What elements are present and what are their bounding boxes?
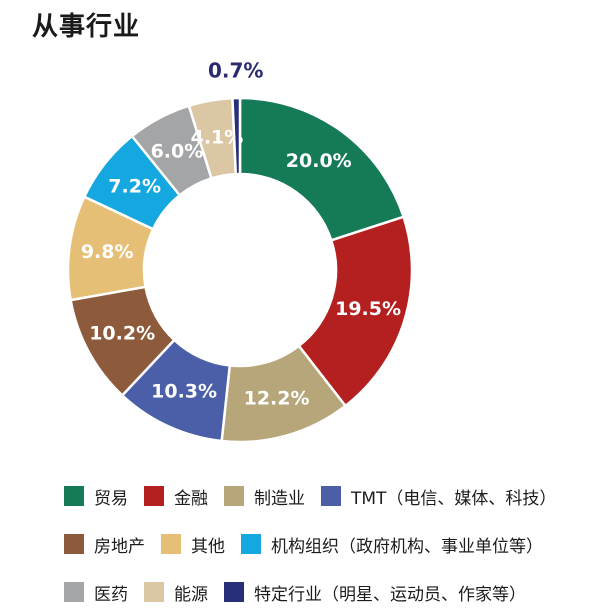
- chart-title: 从事行业: [32, 12, 141, 42]
- legend-item: 机构组织（政府机构、事业单位等）: [241, 532, 543, 557]
- slice-label-7: 6.0%: [151, 140, 204, 162]
- slice-label-8: 4.1%: [191, 126, 244, 148]
- legend-item: 能源: [144, 580, 208, 605]
- legend-label: 金融: [174, 488, 208, 509]
- legend: 贸易 金融 制造业 TMT（电信、媒体、科技） 房地产 其他 机构组织（政府机构、事业单位等…: [64, 472, 584, 616]
- legend-swatch: [144, 582, 164, 602]
- legend-item: 特定行业（明星、运动员、作家等）: [224, 580, 526, 605]
- legend-row: 房地产 其他 机构组织（政府机构、事业单位等）: [64, 520, 584, 568]
- legend-row: 贸易 金融 制造业 TMT（电信、媒体、科技）: [64, 472, 584, 520]
- legend-label: 医药: [94, 584, 128, 605]
- legend-label: 机构组织（政府机构、事业单位等）: [271, 536, 543, 557]
- legend-label: 房地产: [94, 536, 145, 557]
- slice-label-9: 0.7%: [208, 59, 263, 83]
- slice-1: [297, 215, 414, 408]
- donut-chart: 20.0% 19.5% 12.2% 10.3% 10.2% 9.8% 7.2% 6.0%4.1…: [66, 59, 414, 444]
- slice-label-2: 12.2%: [244, 387, 310, 409]
- legend-swatch: [321, 486, 341, 506]
- legend-swatch: [64, 534, 84, 554]
- legend-item: 其他: [161, 532, 225, 557]
- legend-swatch: [224, 486, 244, 506]
- slice-label-1: 19.5%: [335, 298, 401, 320]
- legend-swatch: [144, 486, 164, 506]
- slice-label-0: 20.0%: [286, 150, 352, 172]
- legend-label: 特定行业（明星、运动员、作家等）: [254, 584, 526, 605]
- slice-label-6: 7.2%: [108, 176, 161, 198]
- legend-label: 其他: [191, 536, 225, 557]
- legend-item: 医药: [64, 580, 128, 605]
- legend-swatch: [241, 534, 261, 554]
- legend-item: 房地产: [64, 532, 145, 557]
- legend-item: TMT（电信、媒体、科技）: [321, 484, 556, 509]
- legend-row: 医药 能源 特定行业（明星、运动员、作家等）: [64, 568, 584, 616]
- legend-swatch: [64, 486, 84, 506]
- slice-label-4: 10.2%: [89, 322, 155, 344]
- legend-label: TMT（电信、媒体、科技）: [351, 488, 557, 509]
- legend-item: 贸易: [64, 484, 128, 509]
- slice-label-5: 9.8%: [81, 241, 134, 263]
- legend-label: 制造业: [254, 488, 305, 509]
- slice-9: [231, 96, 242, 176]
- legend-swatch: [224, 582, 244, 602]
- legend-label: 贸易: [94, 488, 128, 509]
- slice-0: [238, 96, 406, 242]
- legend-item: 制造业: [224, 484, 305, 509]
- slice-label-3: 10.3%: [151, 380, 217, 402]
- legend-label: 能源: [174, 584, 208, 605]
- legend-swatch: [64, 582, 84, 602]
- legend-item: 金融: [144, 484, 208, 509]
- legend-swatch: [161, 534, 181, 554]
